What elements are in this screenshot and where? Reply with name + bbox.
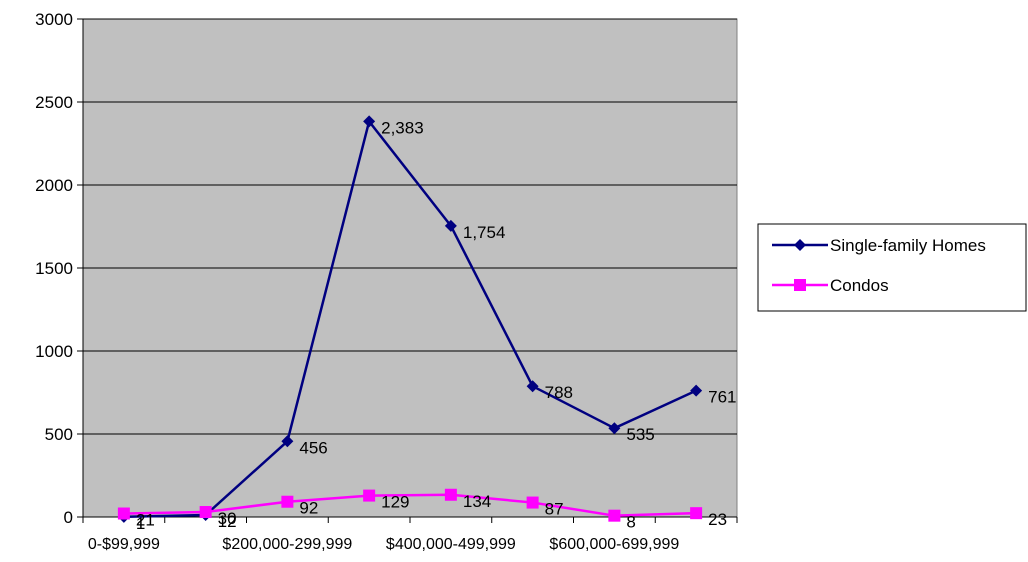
data-label: 456	[299, 438, 327, 457]
y-tick-label: 1500	[35, 259, 73, 278]
data-labels: 1 12 456 2,383 1,754 788 535 761 21 30 92 129 134 87 8…	[136, 118, 737, 532]
data-point-marker	[690, 384, 703, 397]
data-point-marker	[690, 507, 703, 520]
data-point-marker	[444, 219, 457, 232]
data-point-marker	[608, 422, 621, 435]
series	[117, 115, 703, 523]
legend-label: Single-family Homes	[830, 236, 986, 255]
x-tick-label: $600,000-699,999	[549, 536, 679, 553]
axes: 0 500 1000 1500 2000 2500 3000 0-$99,999 $200,00…	[35, 10, 738, 553]
data-label: 1,754	[463, 223, 506, 242]
legend-box	[757, 223, 1027, 312]
y-tick-label: 0	[64, 508, 73, 527]
data-label: 92	[299, 499, 318, 518]
y-tick-label: 2000	[35, 176, 73, 195]
data-label: 535	[626, 425, 654, 444]
data-label: 8	[626, 513, 635, 532]
series-line-single-family	[123, 120, 697, 519]
data-point-marker	[526, 380, 539, 393]
y-tick-label: 3000	[35, 10, 73, 29]
x-tick-label: 0-$99,999	[88, 536, 160, 553]
gridlines	[83, 18, 737, 435]
data-point-marker	[199, 506, 212, 519]
y-tick-label: 500	[45, 425, 73, 444]
data-point-marker	[363, 489, 376, 502]
legend-marker-diamond	[794, 239, 806, 251]
series-line-condos	[123, 493, 697, 517]
x-tick-label: $200,000-299,999	[222, 536, 352, 553]
legend: Single-family Homes Condos	[757, 223, 1027, 312]
y-tick-label: 1000	[35, 342, 73, 361]
data-label: 21	[136, 511, 155, 530]
y-tick-label: 2500	[35, 93, 73, 112]
data-label: 87	[545, 500, 564, 519]
data-point-marker	[526, 496, 539, 509]
data-label: 1	[136, 514, 145, 533]
data-point-marker	[608, 509, 621, 522]
data-label: 134	[463, 492, 491, 511]
data-label: 761	[708, 388, 736, 407]
data-label: 129	[381, 493, 409, 512]
data-label: 30	[218, 509, 237, 528]
data-point-marker	[363, 115, 376, 128]
data-point-marker	[281, 435, 294, 448]
data-label: 2,383	[381, 118, 424, 137]
data-point-marker	[444, 488, 457, 501]
data-label: 788	[545, 383, 573, 402]
x-tick-label: $400,000-499,999	[386, 536, 516, 553]
data-label: 23	[708, 510, 727, 529]
data-point-marker	[281, 495, 294, 508]
data-point-marker	[117, 507, 130, 520]
legend-label: Condos	[830, 276, 889, 295]
legend-marker-square	[794, 279, 806, 291]
data-label: 12	[218, 512, 237, 531]
